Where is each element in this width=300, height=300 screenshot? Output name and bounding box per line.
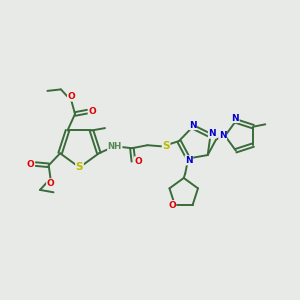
Text: N: N (185, 156, 193, 165)
Text: O: O (68, 92, 75, 101)
Text: S: S (162, 141, 170, 152)
Text: O: O (27, 160, 34, 169)
Text: O: O (168, 201, 176, 210)
Text: N: N (208, 129, 216, 138)
Text: S: S (76, 162, 83, 172)
Text: NH: NH (108, 142, 122, 151)
Text: O: O (46, 179, 54, 188)
Text: O: O (134, 157, 142, 166)
Text: N: N (219, 131, 226, 140)
Text: O: O (88, 107, 96, 116)
Text: N: N (189, 121, 196, 130)
Text: N: N (232, 113, 239, 122)
